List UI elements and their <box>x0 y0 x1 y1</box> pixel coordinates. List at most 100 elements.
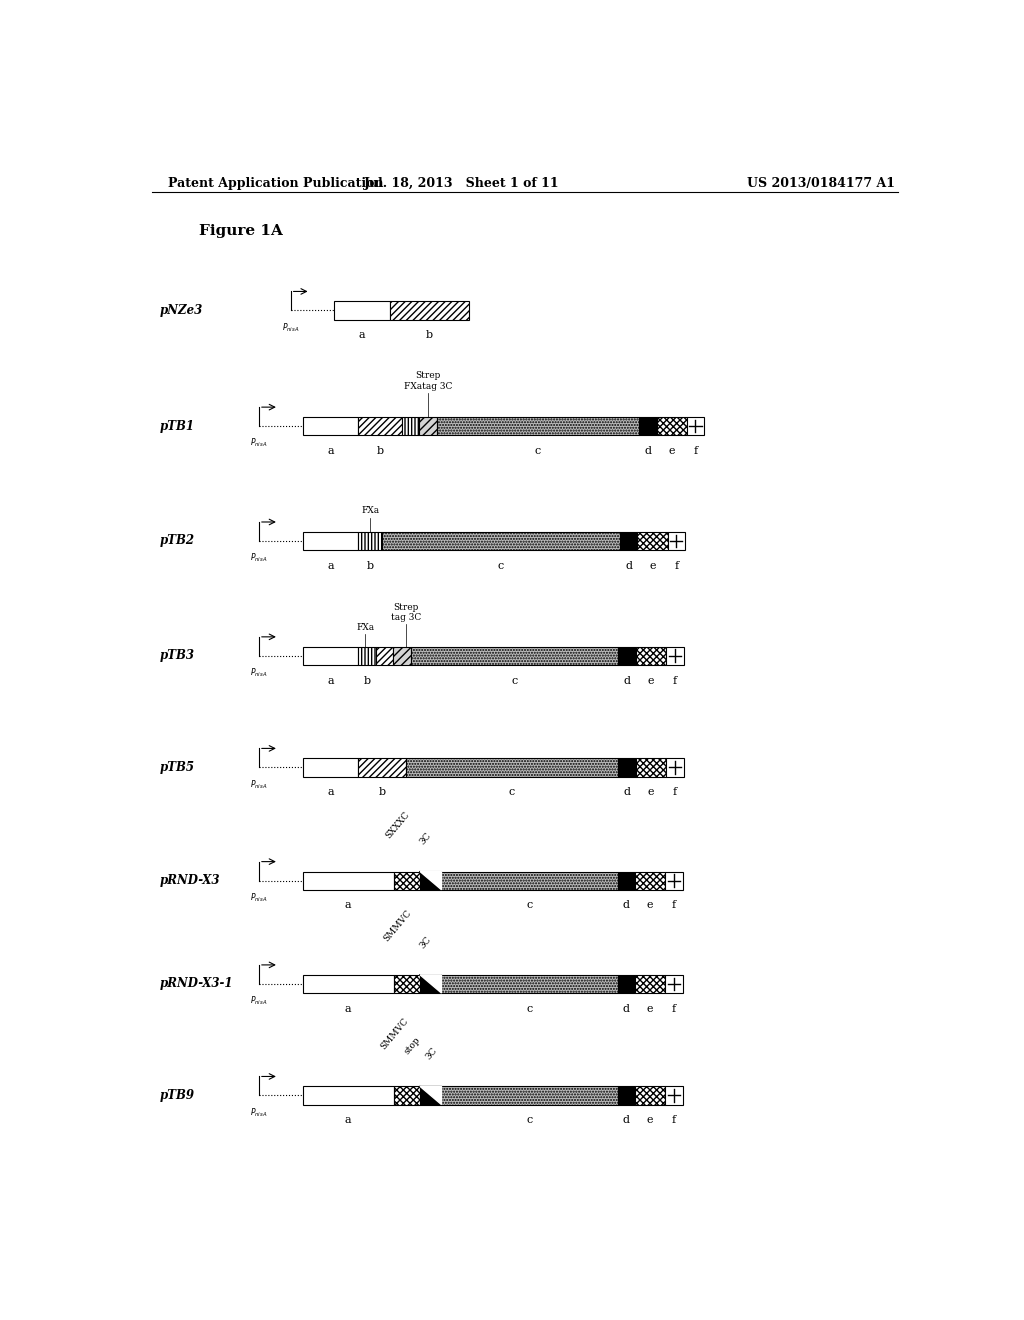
Text: pNZe3: pNZe3 <box>160 304 203 317</box>
Text: Strep
tag 3C: Strep tag 3C <box>390 602 421 622</box>
Text: c: c <box>498 561 504 570</box>
Bar <box>303 417 358 436</box>
Text: d: d <box>624 787 631 797</box>
Text: 3C: 3C <box>418 832 433 846</box>
Text: f: f <box>672 1003 676 1014</box>
Bar <box>390 301 469 319</box>
Text: a: a <box>345 900 351 911</box>
Text: pTB1: pTB1 <box>160 420 195 433</box>
Bar <box>617 1086 635 1105</box>
Text: b: b <box>426 330 433 341</box>
Text: Jul. 18, 2013   Sheet 1 of 11: Jul. 18, 2013 Sheet 1 of 11 <box>364 177 559 190</box>
Text: f: f <box>672 1115 676 1126</box>
Bar <box>666 647 684 665</box>
Text: FXa: FXa <box>356 623 375 632</box>
Bar <box>666 1086 683 1105</box>
Bar <box>419 417 436 436</box>
Bar <box>441 871 617 890</box>
Text: $P_{nisA}$: $P_{nisA}$ <box>250 995 267 1007</box>
Bar <box>636 647 666 665</box>
Bar <box>303 532 358 550</box>
Bar <box>394 871 420 890</box>
Bar <box>401 417 419 436</box>
Bar <box>668 532 685 550</box>
Text: b: b <box>364 676 371 685</box>
Bar <box>666 975 683 993</box>
Bar <box>441 975 617 993</box>
Text: pTB9: pTB9 <box>160 1089 195 1102</box>
Bar <box>303 975 394 993</box>
Text: c: c <box>526 1115 532 1126</box>
Text: d: d <box>626 561 632 570</box>
Bar <box>411 647 618 665</box>
Text: c: c <box>509 787 515 797</box>
Text: Figure 1A: Figure 1A <box>200 224 284 239</box>
Text: 3C: 3C <box>418 935 433 950</box>
Text: pRND-X3: pRND-X3 <box>160 874 220 887</box>
Text: FXa: FXa <box>361 507 379 515</box>
Bar <box>618 758 636 776</box>
Polygon shape <box>420 975 441 993</box>
Bar <box>635 975 666 993</box>
Bar <box>436 417 639 436</box>
Text: e: e <box>648 787 654 797</box>
Text: b: b <box>379 787 385 797</box>
Text: SXXXC: SXXXC <box>384 810 412 840</box>
Bar <box>441 1086 617 1105</box>
Text: c: c <box>511 676 517 685</box>
Bar <box>420 975 441 993</box>
Text: Patent Application Publication: Patent Application Publication <box>168 177 383 190</box>
Bar <box>666 758 684 776</box>
Text: e: e <box>648 676 654 685</box>
Bar <box>617 975 635 993</box>
Bar <box>394 975 420 993</box>
Text: $P_{nisA}$: $P_{nisA}$ <box>250 667 267 678</box>
Text: a: a <box>358 330 366 341</box>
Bar <box>358 758 406 776</box>
Bar <box>420 1086 441 1105</box>
Text: b: b <box>377 446 384 455</box>
Text: a: a <box>327 676 334 685</box>
Text: d: d <box>624 676 631 685</box>
Text: a: a <box>345 1115 351 1126</box>
Bar <box>618 647 636 665</box>
Text: e: e <box>649 561 655 570</box>
Bar <box>656 417 687 436</box>
Text: e: e <box>647 1115 653 1126</box>
Text: pTB5: pTB5 <box>160 760 195 774</box>
Text: f: f <box>673 676 677 685</box>
Text: a: a <box>327 561 334 570</box>
Text: c: c <box>526 1003 532 1014</box>
Polygon shape <box>420 1086 441 1105</box>
Text: c: c <box>526 900 532 911</box>
Bar <box>376 647 393 665</box>
Text: f: f <box>675 561 679 570</box>
Bar <box>620 532 638 550</box>
Bar <box>358 417 401 436</box>
Text: US 2013/0184177 A1: US 2013/0184177 A1 <box>748 177 895 190</box>
Text: $P_{nisA}$: $P_{nisA}$ <box>250 1106 267 1119</box>
Text: e: e <box>647 900 653 911</box>
Text: a: a <box>345 1003 351 1014</box>
Bar <box>639 417 656 436</box>
Text: $P_{nisA}$: $P_{nisA}$ <box>250 552 267 564</box>
Text: stop: stop <box>402 1035 422 1056</box>
Text: $P_{nisA}$: $P_{nisA}$ <box>250 779 267 791</box>
Bar <box>393 647 411 665</box>
Polygon shape <box>420 871 441 890</box>
Bar <box>635 871 666 890</box>
Text: e: e <box>669 446 675 455</box>
Bar <box>617 871 635 890</box>
Text: $P_{nisA}$: $P_{nisA}$ <box>282 321 299 334</box>
Text: a: a <box>327 787 334 797</box>
Text: a: a <box>327 446 334 455</box>
Text: c: c <box>535 446 541 455</box>
Text: f: f <box>673 787 677 797</box>
Text: SMMVC: SMMVC <box>382 908 414 944</box>
Bar <box>420 871 441 890</box>
Bar <box>687 417 705 436</box>
Bar <box>303 871 394 890</box>
Bar <box>635 1086 666 1105</box>
Text: d: d <box>644 446 651 455</box>
Bar <box>334 301 390 319</box>
